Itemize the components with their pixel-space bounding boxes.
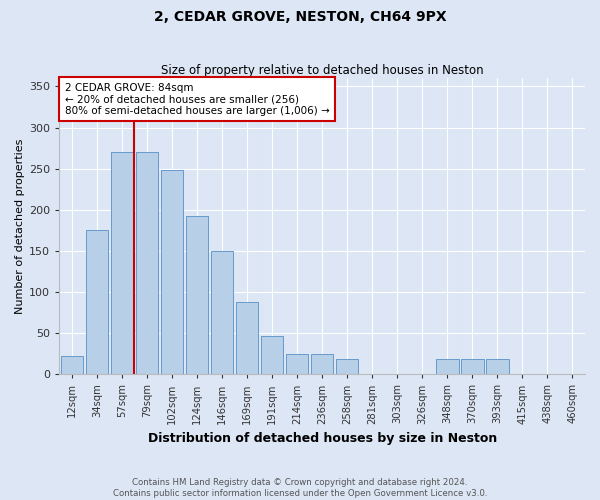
Text: Contains HM Land Registry data © Crown copyright and database right 2024.
Contai: Contains HM Land Registry data © Crown c… <box>113 478 487 498</box>
Bar <box>161 170 183 374</box>
Bar <box>211 251 233 374</box>
Bar <box>486 360 509 374</box>
Bar <box>311 354 334 374</box>
Text: 2, CEDAR GROVE, NESTON, CH64 9PX: 2, CEDAR GROVE, NESTON, CH64 9PX <box>154 10 446 24</box>
Bar <box>286 354 308 374</box>
Y-axis label: Number of detached properties: Number of detached properties <box>15 138 25 314</box>
X-axis label: Distribution of detached houses by size in Neston: Distribution of detached houses by size … <box>148 432 497 445</box>
Bar <box>461 360 484 374</box>
Bar <box>186 216 208 374</box>
Bar <box>110 152 133 374</box>
Bar <box>86 230 108 374</box>
Text: 2 CEDAR GROVE: 84sqm
← 20% of detached houses are smaller (256)
80% of semi-deta: 2 CEDAR GROVE: 84sqm ← 20% of detached h… <box>65 82 329 116</box>
Bar <box>436 360 458 374</box>
Bar <box>236 302 259 374</box>
Title: Size of property relative to detached houses in Neston: Size of property relative to detached ho… <box>161 64 484 77</box>
Bar <box>61 356 83 374</box>
Bar <box>136 152 158 374</box>
Bar <box>336 360 358 374</box>
Bar <box>261 336 283 374</box>
